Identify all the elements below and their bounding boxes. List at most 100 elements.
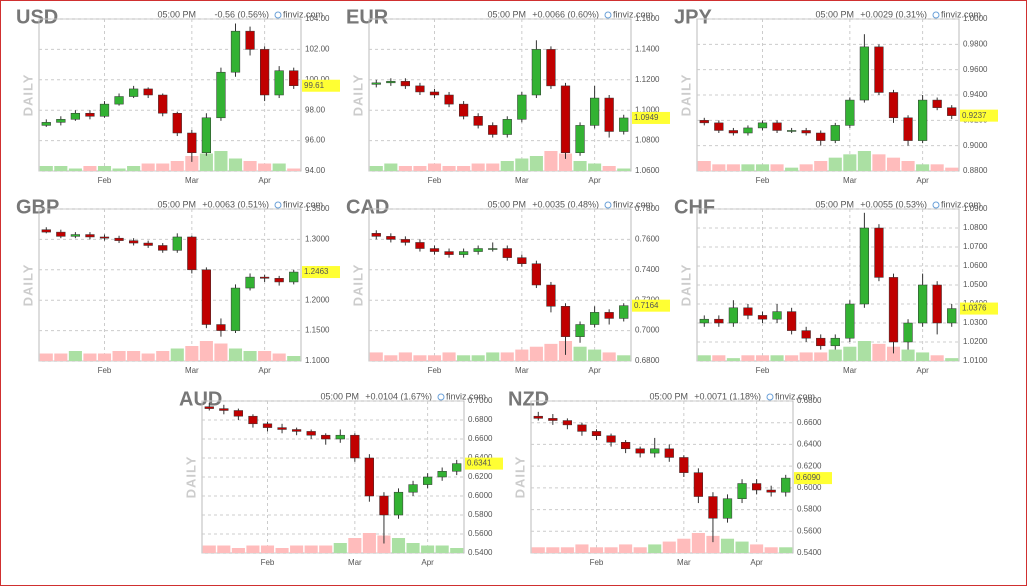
candle-body [386,81,396,84]
candle-body [932,99,942,108]
candle-body [85,234,95,238]
last-price-bg [632,299,670,312]
volume-bar [741,164,755,171]
last-price: 99.61 [304,81,325,90]
candle-body [664,448,674,458]
candle-body [371,82,381,85]
candle-body [743,127,753,134]
candle-body [371,233,381,237]
y-tick-label: 1.0600 [963,261,988,270]
time: 05:00 PM [157,9,196,19]
chart-panel: GBP 05:00 PM +0.0063 (0.51%) finviz.com DAIL… [16,196,340,375]
volume-bar [471,355,485,361]
y-tick-label: 0.7000 [635,326,660,335]
y-tick-label: 0.6600 [468,434,493,443]
volume-bar [471,163,485,171]
candle-body [845,99,855,126]
volume-bar [384,355,398,361]
volume-bar [290,545,304,553]
candle-body [114,96,124,105]
y-axis-label: DAILY [20,264,35,307]
volume-bar [857,151,871,171]
candle-body [274,278,284,283]
volume-bar [814,161,828,171]
candle-body [751,483,762,491]
volume-bar [575,544,589,553]
chart-title: EUR [346,6,389,28]
candle-body [437,471,447,478]
volume-bar [945,167,959,171]
candle-body [591,431,602,436]
y-tick-label: 0.6200 [797,461,822,470]
candle-body [772,311,782,320]
x-tick-label: Apr [750,558,763,567]
chart-panel: JPY 05:00 PM +0.0029 (0.31%) finviz.com DAIL… [674,6,998,185]
chart-panel: NZD 05:00 PM +0.0071 (1.18%) finviz.com DAIL… [508,388,832,567]
candle-body [757,122,768,129]
y-tick-label: 1.1200 [635,75,660,84]
volume-bar [770,355,784,361]
y-axis-label: DAILY [512,456,527,499]
volume-bar [617,355,631,361]
source: finviz.com [613,9,653,19]
x-tick-label: Mar [515,176,529,185]
volume-bar [185,156,199,171]
volume-bar [857,341,871,361]
plot-frame [530,400,794,554]
volume-bar [930,164,944,171]
candle-body [289,70,299,86]
volume-bar [573,346,587,361]
volume-bar [779,547,793,553]
candle-body [560,85,571,154]
volume-bar [258,351,272,361]
source: finviz.com [283,9,323,19]
candle-body [452,463,462,472]
volume-bar [272,163,286,171]
candle-body [259,276,270,279]
volume-bar [560,547,574,553]
x-tick-label: Mar [348,558,362,567]
x-tick-label: Mar [843,176,857,185]
source-icon [932,201,940,209]
candle-body [560,306,571,337]
candle-body [722,498,733,519]
chart-title: NZD [508,388,549,410]
volume-bar [544,343,558,361]
last-price: 0.9237 [962,111,987,120]
candle-body [728,307,739,324]
x-tick-label: Feb [756,176,770,185]
candle-body [172,112,182,134]
volume-bar [231,548,245,553]
volume-bar [214,343,228,361]
candle-body [816,337,826,347]
candle-body [219,408,229,411]
candle-body [41,122,51,126]
volume-bar [83,353,97,361]
y-tick-label: 1.3000 [305,235,330,244]
candle-body [888,277,899,343]
y-tick-label: 0.5600 [468,529,493,538]
candle-body [473,248,483,252]
candle-body [845,303,855,339]
volume-bar [529,156,543,171]
volume-bar [617,168,631,171]
volume-bar [214,151,228,171]
volume-bar [398,166,412,171]
volume-bar [945,358,959,361]
volume-bar [442,352,456,361]
volume-bar [406,543,420,553]
source-icon [437,393,445,401]
candle-body [41,229,51,233]
volume-bar [500,352,514,361]
volume-bar [916,352,930,361]
candle-body [187,236,197,271]
candle-body [143,88,153,96]
candle-body [903,117,913,141]
last-price-bg [465,457,503,470]
x-tick-label: Feb [756,366,770,375]
candle-body [128,240,139,244]
x-tick-label: Feb [428,366,442,375]
candle-body [859,46,870,101]
